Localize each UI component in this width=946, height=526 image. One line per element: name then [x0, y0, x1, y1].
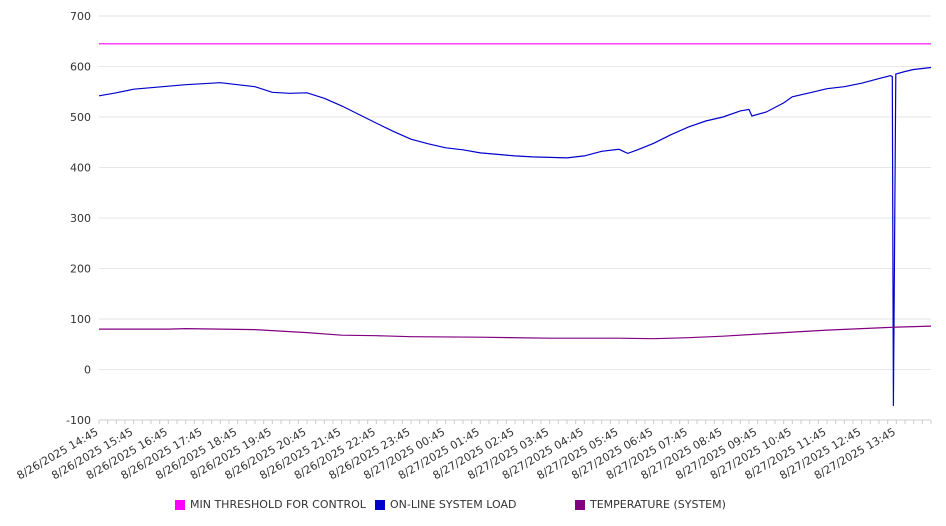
series-line-on-line-system-load: [98, 66, 932, 406]
legend-label: TEMPERATURE (SYSTEM): [590, 498, 726, 511]
legend-item[interactable]: ON-LINE SYSTEM LOAD: [375, 498, 516, 511]
legend: MIN THRESHOLD FOR CONTROL ON-LINE SYSTEM …: [0, 498, 946, 514]
legend-label: ON-LINE SYSTEM LOAD: [390, 498, 517, 511]
legend-swatch: [375, 499, 385, 510]
y-tick-label: 500: [70, 111, 91, 124]
y-tick-label: 600: [70, 61, 91, 74]
y-tick-label: 700: [70, 10, 91, 23]
legend-label: MIN THRESHOLD FOR CONTROL: [190, 498, 366, 511]
y-tick-label: 0: [84, 364, 91, 377]
legend-item[interactable]: TEMPERATURE (SYSTEM): [575, 498, 726, 511]
y-tick-label: 300: [70, 212, 91, 225]
y-tick-label: 200: [70, 263, 91, 276]
y-tick-label: 400: [70, 162, 91, 175]
legend-item[interactable]: MIN THRESHOLD FOR CONTROL: [175, 498, 366, 511]
legend-swatch: [575, 499, 585, 510]
legend-swatch: [175, 499, 185, 510]
series-line-temperature-system: [99, 325, 932, 340]
y-tick-label: -100: [66, 414, 91, 427]
y-tick-label: 100: [70, 313, 91, 326]
